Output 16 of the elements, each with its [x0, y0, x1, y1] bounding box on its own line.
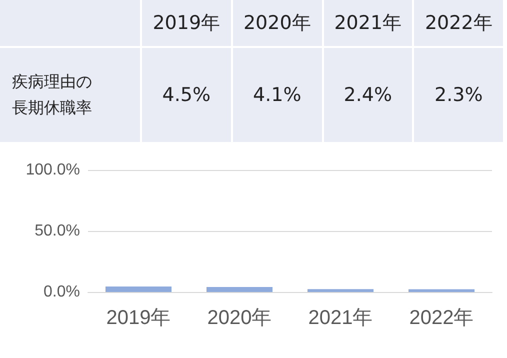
data-label: 2.3%: [414, 48, 503, 142]
y-axis-title: 疾病理由の長期休職率: [12, 71, 93, 119]
category-label: 2020年: [243, 12, 311, 34]
x-tick-label: 2021年: [308, 307, 373, 329]
data-label: 2.4%: [324, 48, 412, 142]
y-tick-label: 100.0%: [26, 162, 80, 178]
category-label: 2019年: [152, 12, 220, 34]
category-label: 2022年: [424, 12, 492, 34]
category-label: 2021年: [334, 12, 402, 34]
data-label: 4.1%: [232, 48, 322, 142]
x-tick-label: 2019年: [106, 307, 171, 329]
data-label: 4.5%: [142, 48, 231, 142]
x-tick-label: 2022年: [409, 307, 474, 329]
y-tick-label: 50.0%: [34, 222, 80, 240]
y-tick-label: 0.0%: [44, 284, 80, 300]
x-tick-label: 2020年: [207, 307, 272, 329]
